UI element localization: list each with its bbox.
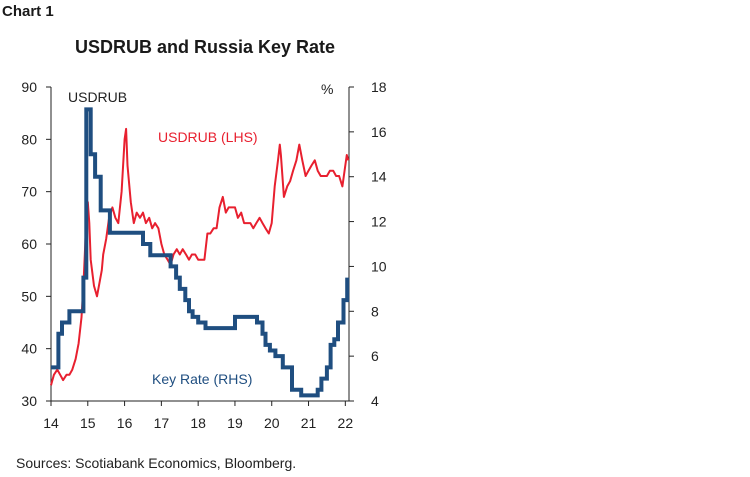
- right-axis-tick-label: 8: [371, 303, 379, 319]
- key-rate-line: [51, 107, 350, 398]
- right-axis-tick-label: 12: [371, 214, 387, 230]
- left-axis-tick-label: 70: [21, 184, 37, 200]
- x-axis-tick-label: 22: [338, 415, 354, 431]
- x-axis-tick-label: 16: [117, 415, 133, 431]
- x-axis-tick-label: 17: [154, 415, 170, 431]
- chart-title: USDRUB and Russia Key Rate: [74, 37, 336, 57]
- right-axis-tick-label: 4: [371, 393, 379, 409]
- annotation-group: USDRUB % USDRUB (LHS) Key Rate (RHS): [68, 81, 333, 387]
- right-axis-tick-label: 10: [371, 258, 387, 274]
- left-axis-tick-label: 60: [21, 236, 37, 252]
- right-axis-tick-label: 16: [371, 124, 387, 140]
- source-note: Sources: Scotiabank Economics, Bloomberg…: [16, 455, 297, 471]
- x-axis-tick-label: 20: [264, 415, 280, 431]
- chart-number-label: Chart 1: [2, 3, 54, 20]
- right-axis-tick-label: 18: [371, 79, 387, 95]
- right-axis-title: %: [321, 81, 333, 97]
- left-axis-title: USDRUB: [68, 89, 127, 105]
- series-group: [50, 107, 350, 398]
- usdrub-series-label: USDRUB (LHS): [158, 129, 258, 145]
- left-axis-tick-label: 40: [21, 341, 37, 357]
- left-axis-tick-label: 90: [21, 79, 37, 95]
- x-axis-tick-label: 18: [190, 415, 206, 431]
- right-axis-tick-label: 14: [371, 169, 387, 185]
- x-axis-tick-label: 15: [80, 415, 96, 431]
- left-axis-tick-label: 80: [21, 131, 37, 147]
- left-axis-tick-label: 30: [21, 393, 37, 409]
- key-rate-series-label: Key Rate (RHS): [152, 371, 252, 387]
- left-axis-tick-label: 50: [21, 288, 37, 304]
- usdrub-line: [50, 127, 350, 386]
- x-axis-tick-label: 14: [43, 415, 59, 431]
- x-axis-tick-label: 19: [227, 415, 243, 431]
- x-axis-tick-label: 21: [301, 415, 317, 431]
- axes-group: 30 40 50 60 70 80 90 4 6 8 10 12 14 16 18 14 15 16 17 18 19 2…: [21, 79, 386, 431]
- right-axis-tick-label: 6: [371, 348, 379, 364]
